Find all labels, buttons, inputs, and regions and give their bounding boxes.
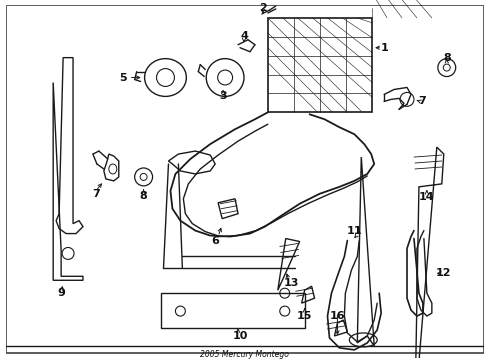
Text: 13: 13: [284, 278, 299, 288]
Text: 7: 7: [417, 96, 425, 106]
Text: 8: 8: [442, 53, 450, 63]
Text: 2005 Mercury Montego: 2005 Mercury Montego: [199, 350, 288, 359]
Text: 5: 5: [119, 72, 126, 82]
Polygon shape: [277, 239, 299, 290]
Text: 16: 16: [329, 311, 345, 321]
Text: 3: 3: [219, 91, 226, 102]
Bar: [267, 18, 371, 112]
Text: 10: 10: [232, 331, 247, 341]
Text: 9: 9: [57, 288, 65, 298]
Text: 15: 15: [296, 311, 312, 321]
Polygon shape: [357, 157, 373, 346]
Polygon shape: [414, 147, 443, 360]
Text: 4: 4: [240, 31, 247, 41]
Polygon shape: [301, 286, 314, 303]
Text: 12: 12: [435, 268, 450, 278]
Text: 6: 6: [211, 235, 219, 246]
Polygon shape: [218, 199, 238, 219]
Text: 8: 8: [140, 191, 147, 201]
Text: 1: 1: [380, 43, 387, 53]
Text: 11: 11: [346, 226, 361, 235]
Bar: [160, 293, 304, 328]
Text: 14: 14: [418, 192, 434, 202]
Text: 2: 2: [259, 3, 266, 13]
Polygon shape: [334, 320, 346, 336]
Text: 7: 7: [92, 189, 100, 199]
